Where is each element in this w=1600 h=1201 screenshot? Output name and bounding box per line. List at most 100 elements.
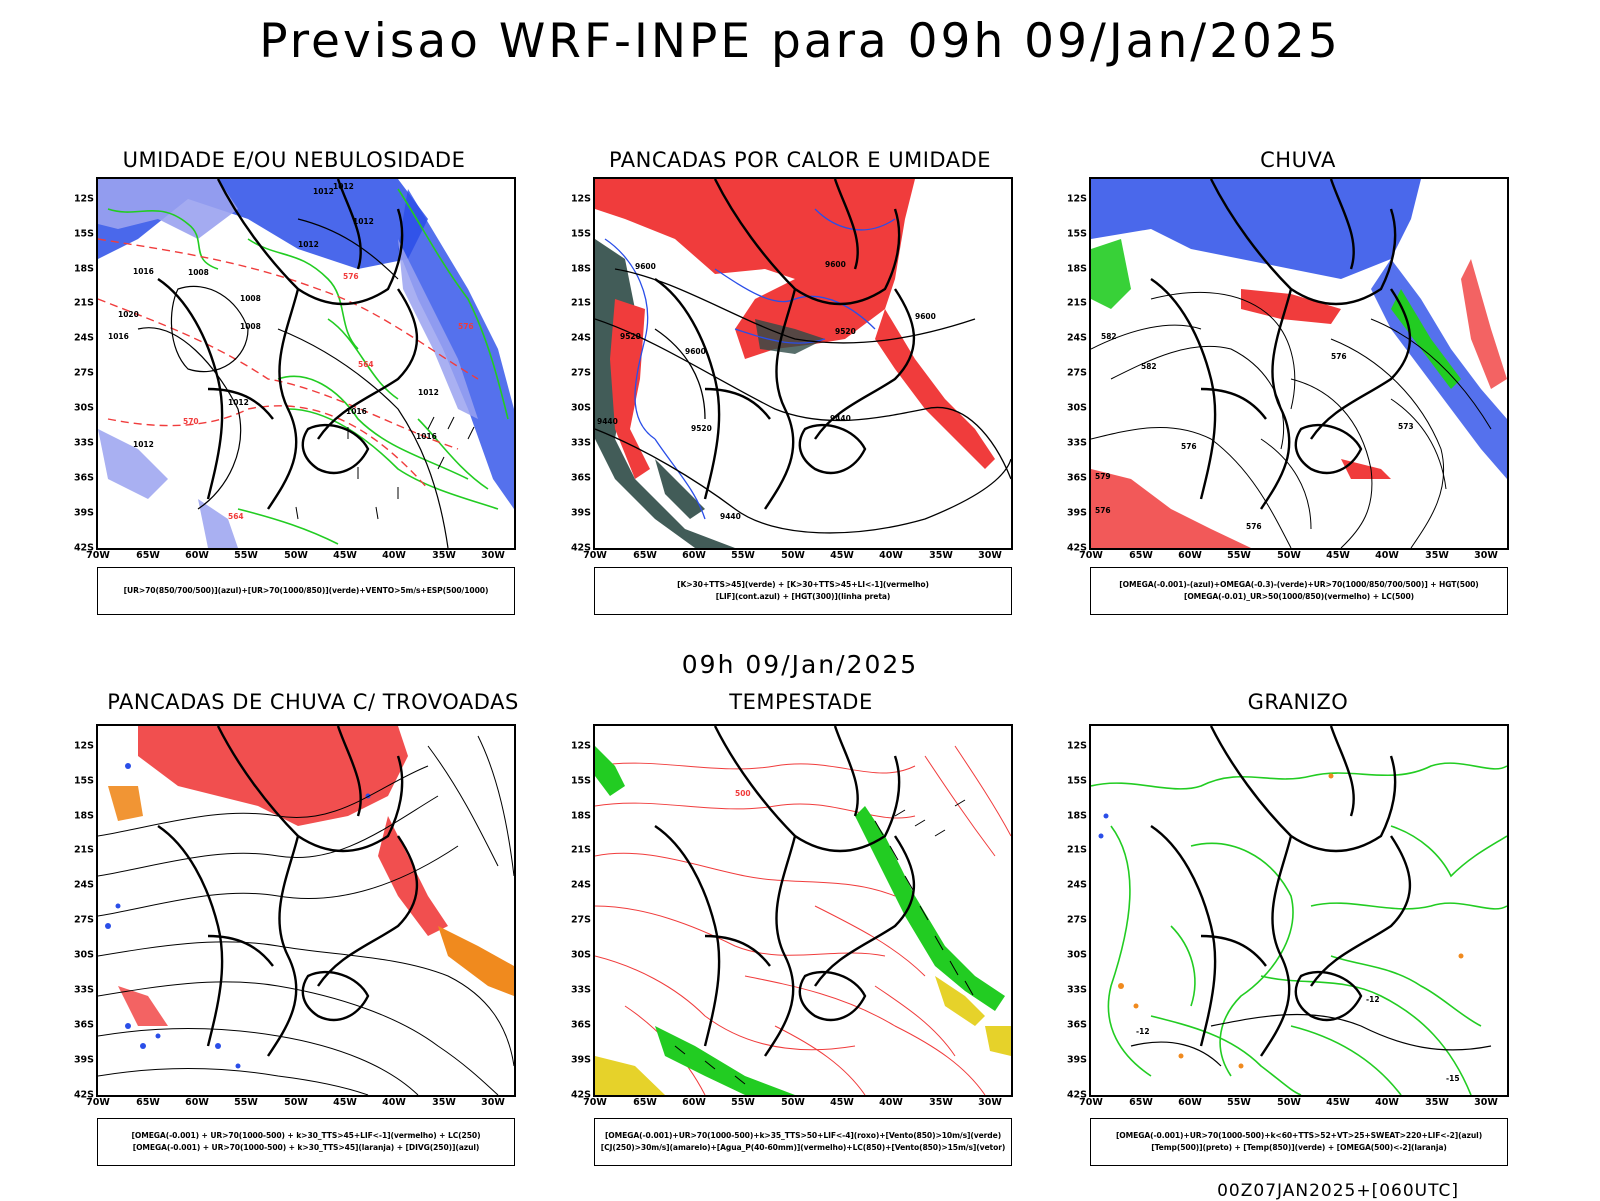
instability-red-west	[610, 299, 650, 479]
lon-tick: 60W	[682, 550, 706, 561]
lat-tick: 33S	[570, 984, 591, 996]
isobar-label: 1008	[240, 322, 261, 331]
lat-tick: 21S	[570, 297, 591, 309]
legend-line: [OMEGA(-0.001)+UR>70(1000-500)+k>35_TTS>…	[604, 1131, 1002, 1140]
isobar-label: 1008	[188, 268, 209, 277]
lon-tick: 55W	[731, 1097, 755, 1108]
thickness-label: 576	[458, 322, 474, 331]
lat-tick: 12S	[73, 740, 94, 752]
lon-tick: 30W	[978, 1097, 1002, 1108]
lon-tick: 40W	[879, 1097, 903, 1108]
lat-tick: 15S	[570, 775, 591, 787]
lat-tick: 42S	[570, 1089, 591, 1101]
lat-tick: 39S	[73, 1054, 94, 1066]
lat-tick: 15S	[73, 228, 94, 240]
temp-label: -12	[1366, 995, 1380, 1004]
lon-tick: 35W	[929, 1097, 953, 1108]
panel-3-legend: [OMEGA(-0.001)-(azul)+OMEGA(-0.3)-(verde…	[1090, 567, 1508, 615]
lat-tick: 24S	[570, 332, 591, 344]
country-borders	[654, 179, 916, 510]
lon-tick: 70W	[86, 1097, 110, 1108]
lat-tick: 27S	[1066, 914, 1087, 926]
lon-tick: 45W	[830, 1097, 854, 1108]
lat-tick: 42S	[1066, 1089, 1087, 1101]
height-label: 582	[1141, 362, 1157, 371]
rain-omega-blue	[1091, 179, 1421, 279]
lat-tick: 27S	[570, 367, 591, 379]
lat-tick: 12S	[1066, 740, 1087, 752]
lat-tick: 21S	[1066, 844, 1087, 856]
legend-line: [OMEGA(-0.001) + UR>70(1000-500) + k>30_…	[131, 1131, 481, 1140]
legend-line: [OMEGA(-0.001)-(azul)+OMEGA(-0.3)-(verde…	[1119, 580, 1479, 589]
lon-tick: 30W	[1474, 550, 1498, 561]
instability-red-coast	[875, 309, 995, 469]
rain-red-south	[1091, 469, 1251, 548]
jet-250-yellow-sw	[595, 1056, 665, 1095]
thunderstorm-red-coast	[378, 816, 448, 936]
lat-tick: 24S	[73, 879, 94, 891]
divergence-blue-dots	[105, 763, 371, 1069]
humidity-southwest-light-blue	[198, 499, 238, 548]
lon-tick: 35W	[432, 550, 456, 561]
panel-2-map: 9600 9600 9600 9520 9520 9600 9440 9520 …	[593, 177, 1013, 550]
lon-tick: 70W	[1079, 1097, 1103, 1108]
lon-tick: 60W	[1178, 1097, 1202, 1108]
lon-tick: 65W	[633, 1097, 657, 1108]
isobar-label: 1020	[118, 310, 139, 319]
valid-time-stamp: 09h 09/Jan/2025	[681, 650, 919, 679]
lon-tick: 35W	[1425, 550, 1449, 561]
rain-red-east	[1461, 259, 1507, 389]
panel-1-map: 1012 1012 1012 1012 1008 1008 1008 1016 …	[96, 177, 516, 550]
temp-label: -15	[1446, 1074, 1460, 1083]
lat-tick: 42S	[73, 542, 94, 554]
humidity-band-light-blue	[398, 239, 478, 419]
country-borders	[157, 726, 419, 1057]
lon-tick: 65W	[633, 550, 657, 561]
lat-tick: 33S	[1066, 437, 1087, 449]
lat-tick: 33S	[1066, 984, 1087, 996]
lon-tick: 60W	[682, 1097, 706, 1108]
lon-tick: 40W	[382, 1097, 406, 1108]
panel-1-lat-axis: 12S 15S 18S 21S 24S 27S 30S 33S 36S 39S …	[68, 177, 96, 554]
temp-label: -12	[1136, 1027, 1150, 1036]
lon-tick: 50W	[284, 550, 308, 561]
lon-tick: 50W	[284, 1097, 308, 1108]
lat-tick: 36S	[73, 1019, 94, 1031]
lat-tick: 15S	[1066, 775, 1087, 787]
lat-tick: 15S	[73, 775, 94, 787]
lat-tick: 24S	[73, 332, 94, 344]
lat-tick: 27S	[1066, 367, 1087, 379]
lon-tick: 40W	[1375, 1097, 1399, 1108]
legend-line: [OMEGA(-0.001) + UR>70(1000-500) + k>30_…	[132, 1143, 480, 1152]
lat-tick: 33S	[73, 437, 94, 449]
lat-tick: 30S	[1066, 402, 1087, 414]
isobar-label: 1012	[298, 240, 319, 249]
lat-tick: 39S	[1066, 1054, 1087, 1066]
isobar-label: 1012	[228, 398, 249, 407]
lat-tick: 12S	[73, 193, 94, 205]
lat-tick: 12S	[570, 193, 591, 205]
lat-tick: 36S	[73, 472, 94, 484]
wind-850-green-band	[855, 806, 1005, 1011]
lat-tick: 21S	[73, 297, 94, 309]
legend-line: [OMEGA(-0.01)_UR>50(1000/850)(vermelho) …	[1183, 592, 1415, 601]
height-label: 9440	[830, 414, 851, 423]
lat-tick: 12S	[570, 740, 591, 752]
hail-blue-dots	[1098, 813, 1109, 839]
lon-tick: 30W	[1474, 1097, 1498, 1108]
height-label: 9520	[620, 332, 641, 341]
height-label: 579	[1095, 472, 1111, 481]
panel-6-lat-axis: 12S 15S 18S 21S 24S 27S 30S 33S 36S 39S …	[1061, 724, 1089, 1101]
thickness-label: 570	[183, 417, 199, 426]
lon-tick: 50W	[781, 550, 805, 561]
lat-tick: 18S	[73, 263, 94, 275]
thickness-label: 576	[343, 272, 359, 281]
lat-tick: 30S	[570, 949, 591, 961]
omega-500-orange	[1118, 773, 1464, 1069]
panel-4-legend: [OMEGA(-0.001) + UR>70(1000-500) + k>30_…	[97, 1118, 515, 1166]
lon-tick: 65W	[1129, 550, 1153, 561]
lat-tick: 27S	[73, 367, 94, 379]
thunderstorm-red-south	[118, 986, 168, 1026]
lon-tick: 55W	[731, 550, 755, 561]
height-label: 9440	[597, 417, 618, 426]
